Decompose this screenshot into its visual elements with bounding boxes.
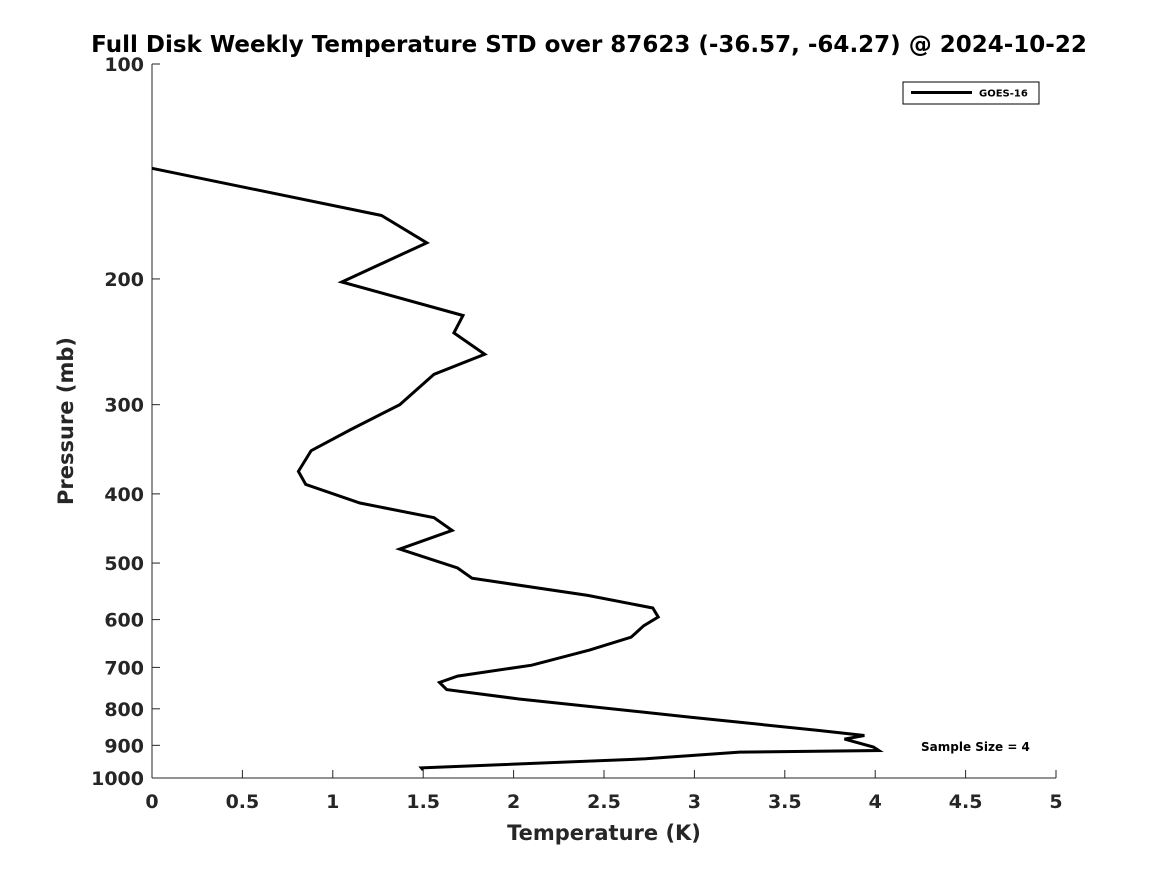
y-tick-label: 900 bbox=[104, 735, 144, 757]
y-tick-label: 700 bbox=[104, 657, 144, 679]
y-tick-label: 400 bbox=[104, 484, 144, 506]
y-tick-label: 300 bbox=[104, 395, 144, 417]
legend: GOES-16 bbox=[902, 81, 1040, 105]
x-tick-label: 2.5 bbox=[587, 791, 621, 813]
y-tick-label: 100 bbox=[104, 54, 144, 76]
x-tick-label: 5 bbox=[1049, 791, 1062, 813]
y-axis-label: Pressure (mb) bbox=[54, 337, 78, 505]
axes bbox=[151, 64, 1056, 779]
x-tick-label: 4.5 bbox=[949, 791, 983, 813]
legend-label-goes-16: GOES-16 bbox=[979, 89, 1028, 100]
series-layer bbox=[151, 166, 884, 772]
chart-title: Full Disk Weekly Temperature STD over 87… bbox=[91, 32, 1087, 58]
x-tick-label: 4 bbox=[869, 791, 882, 813]
sample-size-annotation: Sample Size = 4 bbox=[921, 740, 1030, 754]
y-tick-label: 800 bbox=[104, 699, 144, 721]
y-tick-label: 500 bbox=[104, 553, 144, 575]
x-tick-label: 0.5 bbox=[226, 791, 260, 813]
x-tick-label: 3.5 bbox=[768, 791, 802, 813]
y-tick-label: 200 bbox=[104, 269, 144, 291]
y-tick-label: 1000 bbox=[91, 768, 144, 790]
x-tick-label: 3 bbox=[688, 791, 701, 813]
y-axis-ticks: 100 200 300 400 500 600 700 800 900 1000 bbox=[91, 54, 160, 790]
x-tick-label: 1.5 bbox=[406, 791, 440, 813]
y-tick-label: 600 bbox=[104, 610, 144, 632]
x-tick-label: 1 bbox=[326, 791, 339, 813]
x-axis-ticks: 0 0.5 1 1.5 2 2.5 3 3.5 4 4.5 5 bbox=[145, 770, 1063, 813]
x-tick-label: 2 bbox=[507, 791, 520, 813]
series-line-goes-16 bbox=[151, 166, 884, 772]
x-tick-label: 0 bbox=[145, 791, 158, 813]
x-axis-label: Temperature (K) bbox=[507, 821, 701, 845]
